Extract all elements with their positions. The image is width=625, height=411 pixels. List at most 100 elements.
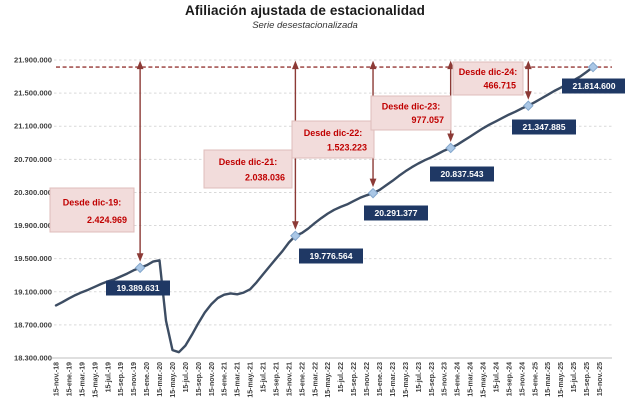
x-tick-label: 15-ene.-21 — [222, 362, 229, 396]
y-tick-label: 18.300.000 — [14, 354, 52, 363]
x-tick-label: 15-mar.-20 — [157, 362, 164, 397]
value-label-box — [106, 280, 170, 296]
x-tick-label: 15-mar.-23 — [390, 362, 397, 397]
x-tick-label: 15-nov.-19 — [131, 362, 138, 396]
annotation-box — [452, 61, 524, 96]
x-tick-label: 15-nov.-25 — [597, 362, 604, 396]
gain-arrow-head-up — [369, 60, 377, 70]
annotation-line1: Desde dic-19: — [63, 198, 122, 208]
annotation-line2: 2.038.036 — [245, 172, 285, 182]
gain-arrow-head-up — [291, 60, 299, 70]
x-tick-label: 15-jul.-22 — [338, 362, 345, 392]
x-tick-label: 15-mar.-22 — [312, 362, 319, 397]
value-label-box — [299, 248, 363, 264]
marker-diamond — [134, 262, 146, 274]
annotation-line2: 1.523.223 — [327, 143, 367, 153]
x-tick-label: 15-sep.-25 — [584, 362, 591, 396]
x-tick-label: 15-ene.-19 — [66, 362, 73, 396]
y-tick-label: 19.900.000 — [14, 221, 52, 230]
gain-arrow-head-up — [136, 60, 144, 70]
y-tick-label: 20.700.000 — [14, 155, 52, 164]
x-tick-label: 15-ene.-25 — [532, 362, 539, 396]
annotation-box — [291, 120, 375, 159]
series-line — [54, 65, 595, 354]
x-tick-label: 15-mar.-25 — [545, 362, 552, 397]
annotation-box — [49, 187, 135, 233]
x-tick-label: 15-mar.-21 — [235, 362, 242, 397]
x-tick-label: 15-sep.-20 — [196, 362, 203, 396]
y-tick-label: 21.900.000 — [14, 56, 52, 65]
chart-subtitle: Serie desestacionalizada — [252, 20, 358, 31]
y-tick-label: 21.100.000 — [14, 122, 52, 131]
annotation-line1: Desde dic-22: — [304, 128, 363, 138]
marker-diamond — [367, 187, 379, 199]
x-tick-label: 15-may.-21 — [248, 362, 255, 398]
x-tick-label: 15-may.-22 — [325, 362, 332, 398]
value-label-text: 21.347.885 — [522, 122, 565, 132]
x-tick-label: 15-mar.-19 — [79, 362, 86, 397]
x-tick-label: 15-jul.-21 — [261, 362, 268, 392]
x-tick-label: 15-may.-23 — [403, 362, 410, 398]
gain-arrow-head-down — [524, 91, 532, 100]
annotation-line1: Desde dic-23: — [382, 102, 441, 112]
x-tick-label: 15-ene.-20 — [144, 362, 151, 396]
x-tick-label: 15-ene.-22 — [299, 362, 306, 396]
x-tick-label: 15-nov.-24 — [519, 362, 526, 396]
gain-arrow-head-down — [291, 221, 299, 230]
x-tick-label: 15-mar.-24 — [468, 362, 475, 397]
value-label-box — [562, 78, 625, 94]
value-label-box — [430, 166, 494, 182]
x-tick-label: 15-sep.-21 — [273, 362, 280, 396]
x-tick-label: 15-may.-24 — [481, 362, 488, 398]
x-tick-label: 15-jul.-20 — [183, 362, 190, 392]
value-label-box — [364, 205, 428, 221]
x-tick-label: 15-jul.-19 — [105, 362, 112, 392]
value-label-text: 20.291.377 — [374, 208, 417, 218]
x-tick-label: 15-jul.-25 — [571, 362, 578, 392]
value-label-text: 21.814.600 — [572, 81, 615, 91]
gain-arrow-head-up — [447, 60, 455, 70]
marker-diamond — [587, 61, 599, 73]
x-tick-label: 15-nov.-23 — [442, 362, 449, 396]
annotation-line2: 2.424.969 — [87, 215, 127, 225]
x-tick-label: 15-sep.-24 — [506, 362, 513, 396]
x-tick-label: 15-may.-19 — [92, 362, 99, 398]
value-label-text: 20.837.543 — [440, 169, 483, 179]
x-tick-label: 15-jul.-24 — [493, 362, 500, 392]
x-tick-label: 15-ene.-23 — [377, 362, 384, 396]
y-tick-label: 20.300.000 — [14, 188, 52, 197]
gain-arrow-head-down — [447, 133, 455, 142]
x-tick-label: 15-nov.-18 — [54, 362, 61, 396]
x-tick-label: 15-sep.-23 — [429, 362, 436, 396]
y-tick-label: 19.500.000 — [14, 254, 52, 263]
gain-arrow-head-down — [369, 178, 377, 188]
value-label-text: 19.389.631 — [116, 283, 159, 293]
x-tick-label: 15-may.-25 — [558, 362, 565, 398]
marker-diamond — [290, 230, 301, 242]
marker-diamond — [523, 100, 534, 112]
x-tick-label: 15-sep.-19 — [118, 362, 125, 396]
value-label-box — [512, 119, 576, 135]
y-tick-label: 21.500.000 — [14, 89, 52, 98]
x-tick-label: 15-ene.-24 — [455, 362, 462, 396]
x-tick-label: 15-sep.-22 — [351, 362, 358, 396]
x-tick-label: 15-nov.-20 — [209, 362, 216, 396]
annotation-box — [370, 95, 452, 131]
x-tick-label: 15-may.-20 — [170, 362, 177, 398]
annotation-box — [203, 149, 293, 189]
annotation-line2: 466.715 — [483, 80, 516, 90]
annotation-line1: Desde dic-24: — [459, 67, 518, 77]
x-tick-label: 15-nov.-22 — [364, 362, 371, 396]
annotation-line2: 977.057 — [411, 115, 444, 125]
value-label-text: 19.776.564 — [309, 251, 352, 261]
gain-arrow-head-down — [136, 253, 144, 262]
gain-arrow-head-up — [524, 60, 532, 70]
y-tick-label: 19.100.000 — [14, 287, 52, 296]
x-tick-label: 15-jul.-23 — [416, 362, 423, 392]
y-tick-label: 18.700.000 — [14, 320, 52, 329]
chart-title: Afiliación ajustada de estacionalidad — [184, 3, 425, 18]
annotation-line1: Desde dic-21: — [219, 157, 278, 167]
x-tick-label: 15-nov.-21 — [286, 362, 293, 396]
